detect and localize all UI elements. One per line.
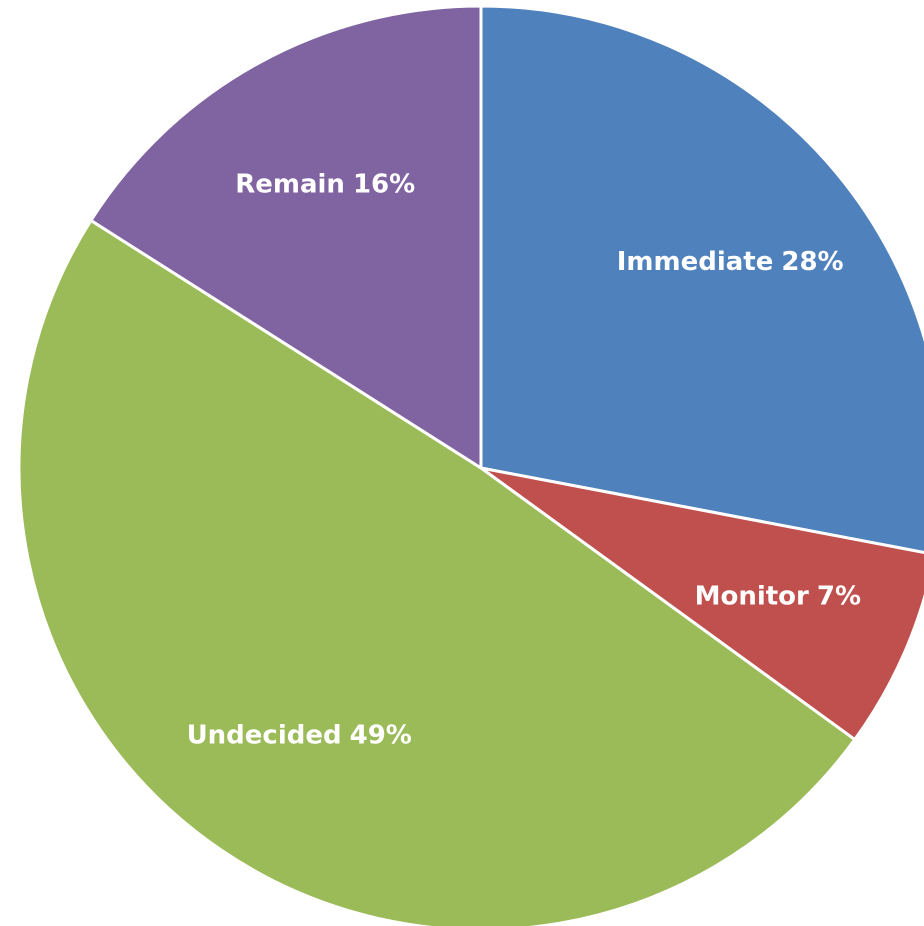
category-name: Immediate [617,246,774,276]
pie-slice [480,466,924,742]
category-name: Remain [235,169,345,199]
data-label: Undecided 49% [187,720,412,750]
value-label: 28% [781,246,843,276]
pie-slice [17,218,857,926]
category-name: Undecided [187,720,342,750]
value-label: 49% [350,720,412,750]
pie-slice [88,4,483,471]
pie-slice [479,4,924,555]
data-label: Immediate 28% [617,246,844,276]
data-label: Remain 16% [235,169,415,199]
value-label: 16% [353,169,415,199]
data-label: Monitor 7% [695,581,861,611]
category-name: Monitor [695,581,809,611]
value-label: 7% [817,581,861,611]
